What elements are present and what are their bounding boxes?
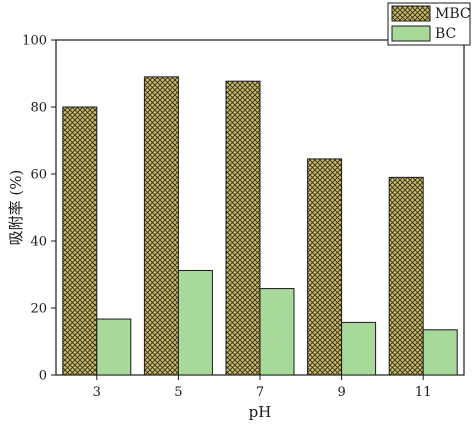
- bar-mbc-5: [143, 76, 179, 376]
- y-axis-title: 吸附率 (%): [7, 170, 25, 246]
- x-tick-label: 11: [415, 385, 432, 400]
- y-tick-label: 100: [22, 34, 47, 49]
- y-tick-label: 0: [39, 369, 47, 384]
- bar-bc-9: [341, 321, 377, 376]
- legend-label-mbc: MBC: [435, 6, 471, 22]
- bar-mbc-3: [62, 106, 98, 376]
- x-tick-label: 9: [337, 385, 345, 400]
- bar-bc-3: [96, 318, 132, 376]
- legend-swatch-bc: [391, 25, 431, 42]
- bar-bc-7: [259, 288, 295, 376]
- legend: MBC BC: [387, 2, 471, 46]
- bar-mbc-7: [225, 80, 261, 376]
- legend-swatch-mbc: [391, 5, 431, 22]
- legend-label-bc: BC: [435, 26, 456, 42]
- x-tick-label: 3: [93, 385, 101, 400]
- y-tick-label: 20: [30, 302, 47, 317]
- y-tick-label: 80: [30, 101, 47, 116]
- bar-mbc-11: [388, 176, 424, 376]
- y-tick-label: 40: [30, 235, 47, 250]
- x-axis-title: pH: [249, 403, 272, 421]
- bar-mbc-9: [307, 158, 343, 376]
- y-tick-label: 60: [30, 168, 47, 183]
- bar-bc-11: [422, 329, 458, 376]
- tick-labels: 0 20 40 60 80 100 3 5 7 9 11: [22, 34, 431, 401]
- x-tick-label: 7: [256, 385, 264, 400]
- x-tick-label: 5: [174, 385, 182, 400]
- bar-bc-5: [177, 269, 213, 376]
- bars: [62, 76, 458, 376]
